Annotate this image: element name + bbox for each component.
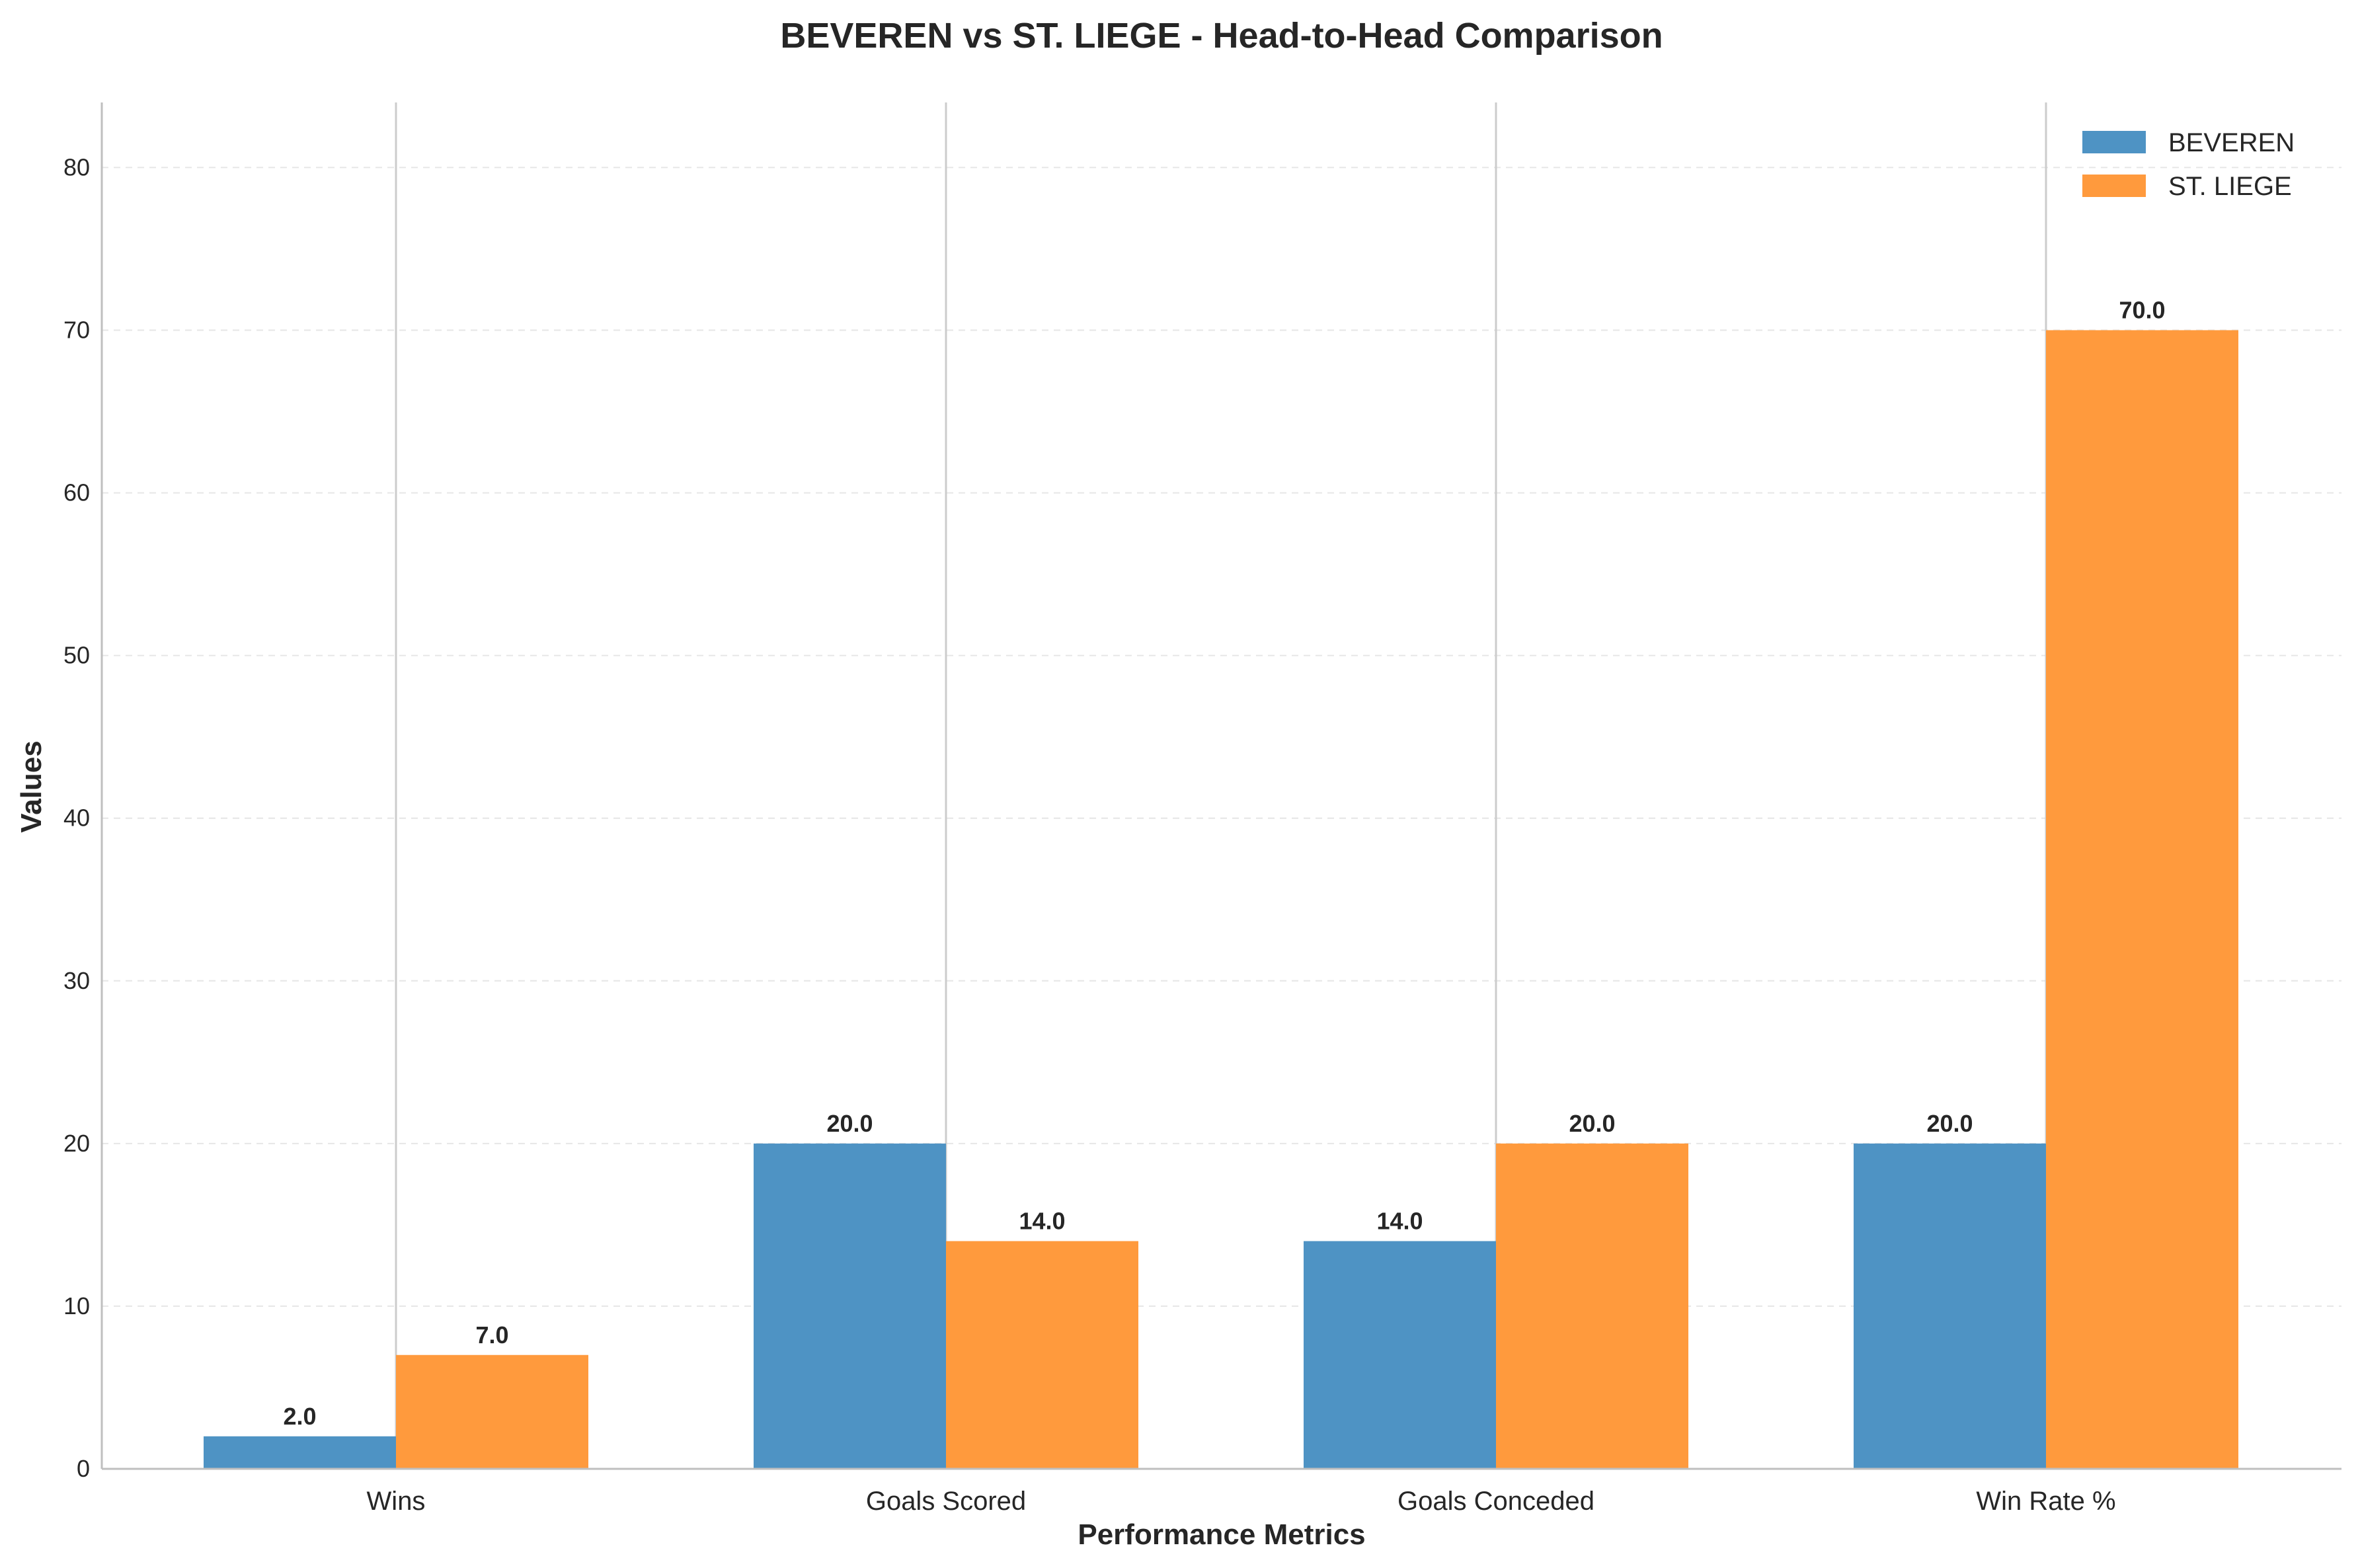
- bar-beveren: [1304, 1241, 1496, 1469]
- y-tick-label: 70: [63, 317, 90, 344]
- x-tick-label: Goals Scored: [866, 1487, 1026, 1516]
- data-label: 70.0: [2119, 297, 2165, 324]
- x-tick-label: Wins: [367, 1487, 426, 1516]
- y-tick-label: 50: [63, 642, 90, 669]
- axes: 0 10 20 30 40 50 60 70 80 Wins Goals Scored Goals C…: [63, 102, 2341, 1516]
- x-tick-label: Win Rate %: [1976, 1487, 2115, 1516]
- y-axis-label: Values: [15, 740, 48, 832]
- data-label: 14.0: [1019, 1208, 1065, 1235]
- data-label: 2.0: [283, 1403, 316, 1430]
- y-tick-label: 60: [63, 479, 90, 506]
- bars: [204, 330, 2238, 1469]
- y-tick-label: 0: [77, 1455, 90, 1482]
- x-tick-label: Goals Conceded: [1397, 1487, 1594, 1516]
- bar-beveren: [204, 1436, 396, 1469]
- data-labels: 2.0 20.0 14.0 20.0 7.0 14.0 20.0 70.0: [283, 297, 2165, 1430]
- data-label: 20.0: [826, 1110, 873, 1137]
- data-label: 20.0: [1569, 1110, 1615, 1137]
- bar-st-liege: [2046, 330, 2238, 1469]
- legend-label-st-liege: ST. LIEGE: [2168, 172, 2292, 201]
- y-tick-label: 30: [63, 967, 90, 994]
- y-tick-label: 80: [63, 153, 90, 180]
- bar-st-liege: [946, 1241, 1138, 1469]
- legend-swatch-beveren: [2082, 131, 2146, 153]
- legend-label-beveren: BEVEREN: [2168, 128, 2295, 157]
- y-tick-label: 10: [63, 1292, 90, 1319]
- category-separators: [395, 102, 2047, 1469]
- gridlines: [102, 167, 2341, 1307]
- bar-beveren: [754, 1143, 946, 1469]
- legend: BEVEREN ST. LIEGE: [2082, 128, 2295, 201]
- bar-st-liege: [1496, 1143, 1688, 1469]
- data-label: 7.0: [475, 1321, 508, 1349]
- legend-swatch-st-liege: [2082, 175, 2146, 197]
- chart-title: BEVEREN vs ST. LIEGE - Head-to-Head Comp…: [780, 16, 1663, 56]
- y-tick-label: 40: [63, 804, 90, 832]
- bar-st-liege: [396, 1354, 588, 1469]
- data-label: 20.0: [1926, 1110, 1973, 1137]
- y-tick-label: 20: [63, 1130, 90, 1157]
- data-label: 14.0: [1376, 1208, 1423, 1235]
- bar-beveren: [1854, 1143, 2046, 1469]
- x-axis-label: Performance Metrics: [1078, 1518, 1365, 1551]
